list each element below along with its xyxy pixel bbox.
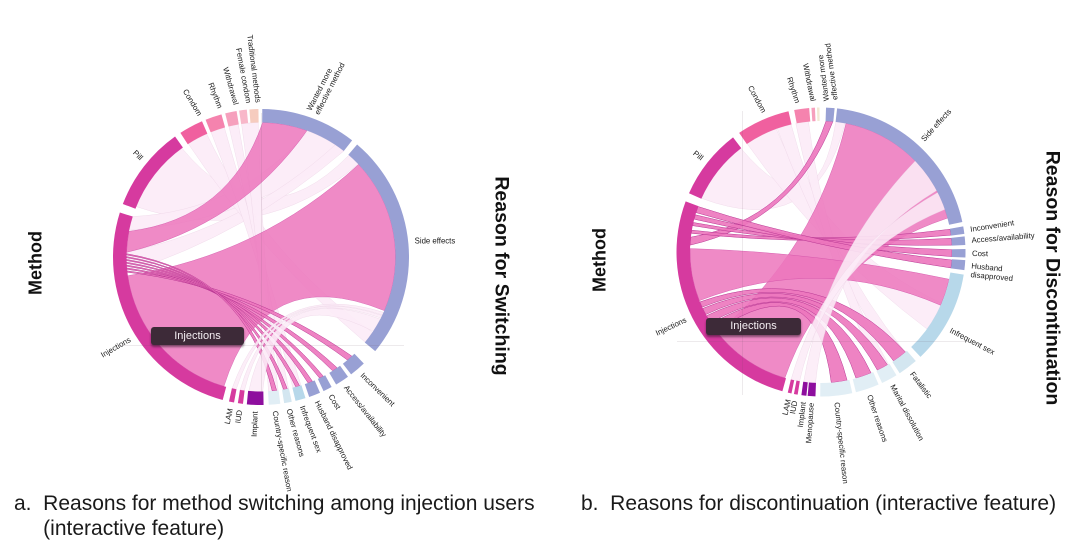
- svg-text:Rhythm: Rhythm: [206, 81, 224, 109]
- svg-text:Condom: Condom: [746, 84, 768, 114]
- svg-text:Side effects: Side effects: [919, 107, 953, 143]
- svg-text:Withdrawal: Withdrawal: [221, 66, 240, 106]
- svg-text:Side effects: Side effects: [415, 237, 456, 246]
- svg-text:Implant: Implant: [250, 410, 260, 437]
- svg-text:Pill: Pill: [131, 148, 145, 162]
- svg-text:IUD: IUD: [788, 400, 799, 415]
- svg-text:IUD: IUD: [233, 409, 244, 424]
- svg-text:Marital dissolution: Marital dissolution: [888, 383, 925, 442]
- svg-text:Wanted moreeffective method: Wanted moreeffective method: [305, 57, 347, 116]
- svg-text:Rhythm: Rhythm: [785, 76, 802, 104]
- svg-text:Injections: Injections: [99, 335, 132, 359]
- svg-text:Access/availability: Access/availability: [971, 231, 1035, 245]
- svg-text:Implant: Implant: [796, 401, 808, 428]
- svg-text:Other reasons: Other reasons: [865, 394, 889, 444]
- svg-text:Husbanddisapproved: Husbanddisapproved: [970, 261, 1014, 283]
- svg-text:Fatalistic: Fatalistic: [908, 370, 934, 400]
- svg-text:Condom: Condom: [181, 88, 204, 118]
- svg-text:Wanted moreeffective method: Wanted moreeffective method: [815, 43, 840, 102]
- svg-text:Husband disapproved: Husband disapproved: [313, 399, 355, 471]
- svg-text:Cost: Cost: [972, 249, 989, 258]
- svg-text:Pill: Pill: [691, 149, 705, 163]
- svg-text:Menopause: Menopause: [804, 402, 816, 443]
- svg-text:Injections: Injections: [654, 315, 688, 337]
- svg-text:Country-specific reason: Country-specific reason: [832, 402, 850, 484]
- svg-text:LAM: LAM: [223, 408, 235, 426]
- svg-text:LAM: LAM: [781, 398, 793, 416]
- svg-text:Inconvenient: Inconvenient: [970, 218, 1016, 234]
- svg-text:Withdrawal: Withdrawal: [801, 63, 818, 103]
- svg-text:Cost: Cost: [327, 393, 344, 412]
